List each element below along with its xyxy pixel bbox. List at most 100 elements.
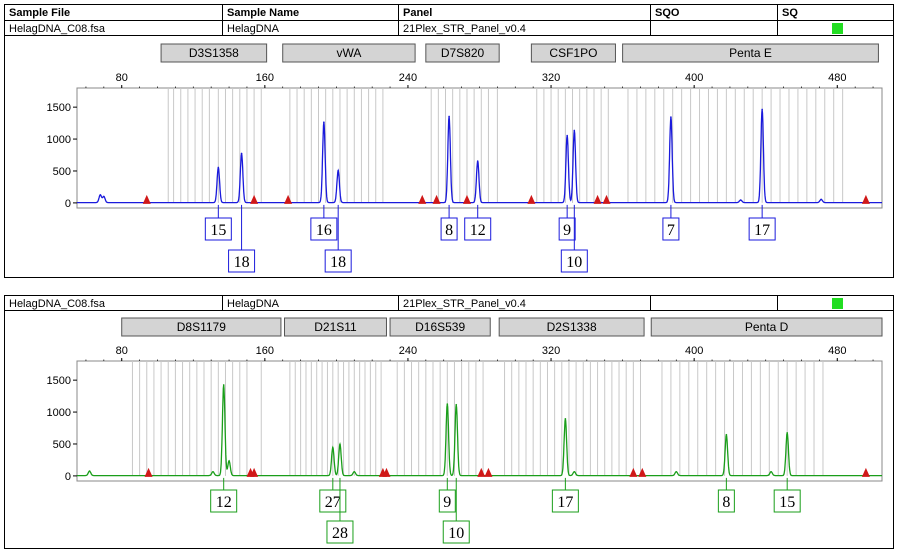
peak-point <box>761 108 763 111</box>
allele-call-box <box>717 489 735 513</box>
locus-box <box>121 317 282 337</box>
header-values-row: HelagDNA_C08.fsa HelagDNA 21Plex_STR_Pan… <box>4 20 894 36</box>
electropherogram-panel-1: D3S1358 vWA D7S820 CSF1PO Penta E 80 160 240 320… <box>4 36 894 278</box>
allele-call-box <box>310 217 338 241</box>
allele-call-label: 10 <box>448 525 464 542</box>
sample-name-value: HelagDNA <box>223 21 399 35</box>
locus-box <box>498 317 645 337</box>
peak-point <box>212 470 214 473</box>
x-tick-label: 240 <box>399 72 417 84</box>
locus-label: D8S1179 <box>177 320 226 334</box>
peak-point <box>222 384 225 386</box>
size-standard-marker <box>382 467 391 477</box>
col-sample-name: Sample Name <box>223 5 399 20</box>
x-tick-label: 160 <box>256 345 274 357</box>
peak-point <box>566 134 568 137</box>
peak-point <box>725 433 728 436</box>
panel-value: 21Plex_STR_Panel_v0.4 <box>399 296 651 310</box>
size-standard-marker <box>142 194 151 204</box>
peak-point <box>103 195 105 198</box>
x-tick-label: 320 <box>542 72 560 84</box>
signal-trace <box>77 109 882 204</box>
size-standard-marker <box>462 194 471 204</box>
peak-point <box>739 199 742 201</box>
allele-call-label: 15 <box>210 222 226 239</box>
allele-call-box <box>326 520 354 544</box>
peak-point <box>88 470 91 472</box>
x-tick-label: 400 <box>685 345 703 357</box>
col-sample-file: Sample File <box>5 5 223 20</box>
peak-point <box>332 446 334 449</box>
x-tick-label: 400 <box>685 72 703 84</box>
locus-label: CSF1PO <box>549 46 597 60</box>
locus-label: Penta D <box>745 320 789 334</box>
allele-call-label: 9 <box>563 222 571 239</box>
locus-box <box>282 43 416 63</box>
locus-label: D3S1358 <box>189 46 239 60</box>
col-sq: SQ <box>782 7 798 19</box>
size-standard-marker <box>861 194 870 204</box>
allele-call-label: 28 <box>332 525 348 542</box>
sq-status-square <box>832 298 843 309</box>
x-tick-label: 160 <box>256 72 274 84</box>
col-panel: Panel <box>399 5 651 20</box>
peak-point <box>573 470 576 473</box>
y-tick-label: 500 <box>53 166 71 178</box>
y-tick-label: 1500 <box>47 102 71 114</box>
allele-call-box <box>319 489 347 513</box>
size-standard-marker <box>250 194 259 204</box>
x-tick-label: 320 <box>542 345 560 357</box>
size-standard-marker <box>477 467 486 477</box>
electropherogram-green: D8S1179 D21S11 D16S539 D2S1338 Penta D80 160 2… <box>47 317 883 544</box>
locus-label: D2S1338 <box>547 320 597 334</box>
locus-box <box>622 43 879 63</box>
peak-point <box>240 152 243 155</box>
allele-call-box <box>773 489 801 513</box>
y-tick-label: 1000 <box>47 134 71 146</box>
sq-value <box>778 296 893 310</box>
size-standard-marker <box>432 194 441 204</box>
y-tick-label: 0 <box>65 471 71 483</box>
y-tick-label: 1000 <box>47 407 71 419</box>
x-tick-label: 240 <box>399 345 417 357</box>
sqo-value <box>651 296 778 310</box>
allele-call-label: 17 <box>754 222 770 239</box>
panel-value: 21Plex_STR_Panel_v0.4 <box>399 21 651 35</box>
locus-label: D21S11 <box>314 320 357 334</box>
peak-point <box>455 403 458 406</box>
sq-value <box>778 21 893 35</box>
allele-call-label: 8 <box>722 494 730 511</box>
peak-point <box>339 443 341 446</box>
y-tick-label: 0 <box>65 198 71 210</box>
size-standard-marker <box>638 467 647 477</box>
x-tick-label: 480 <box>828 72 846 84</box>
signal-trace <box>77 384 882 477</box>
x-tick-label: 80 <box>116 72 128 84</box>
peak-point <box>446 403 449 405</box>
allele-call-label: 10 <box>566 254 582 271</box>
peak-point <box>573 129 576 132</box>
peak-point <box>786 432 788 434</box>
size-standard-marker <box>602 194 611 204</box>
locus-box <box>650 317 883 337</box>
allele-call-box <box>464 217 492 241</box>
allele-call-label: 17 <box>557 494 573 511</box>
size-standard-marker <box>629 467 638 477</box>
allele-call-box <box>324 249 352 273</box>
allele-call-box <box>662 217 680 241</box>
x-tick-label: 80 <box>116 345 128 357</box>
y-tick-label: 500 <box>53 439 71 451</box>
header-titles-row: Sample File Sample Name Panel SQO SQ <box>4 4 894 20</box>
peak-point <box>564 417 567 420</box>
peak-point <box>476 160 479 162</box>
allele-call-box <box>442 520 470 544</box>
header-values-row: HelagDNA_C08.fsa HelagDNA 21Plex_STR_Pan… <box>4 295 894 311</box>
locus-label: Penta E <box>729 46 772 60</box>
peak-point <box>353 470 356 473</box>
allele-call-box <box>440 217 458 241</box>
x-tick-label: 480 <box>828 345 846 357</box>
peak-point <box>217 166 220 169</box>
peak-point <box>675 470 678 473</box>
allele-call-box <box>748 217 776 241</box>
y-tick-label: 1500 <box>47 375 71 387</box>
